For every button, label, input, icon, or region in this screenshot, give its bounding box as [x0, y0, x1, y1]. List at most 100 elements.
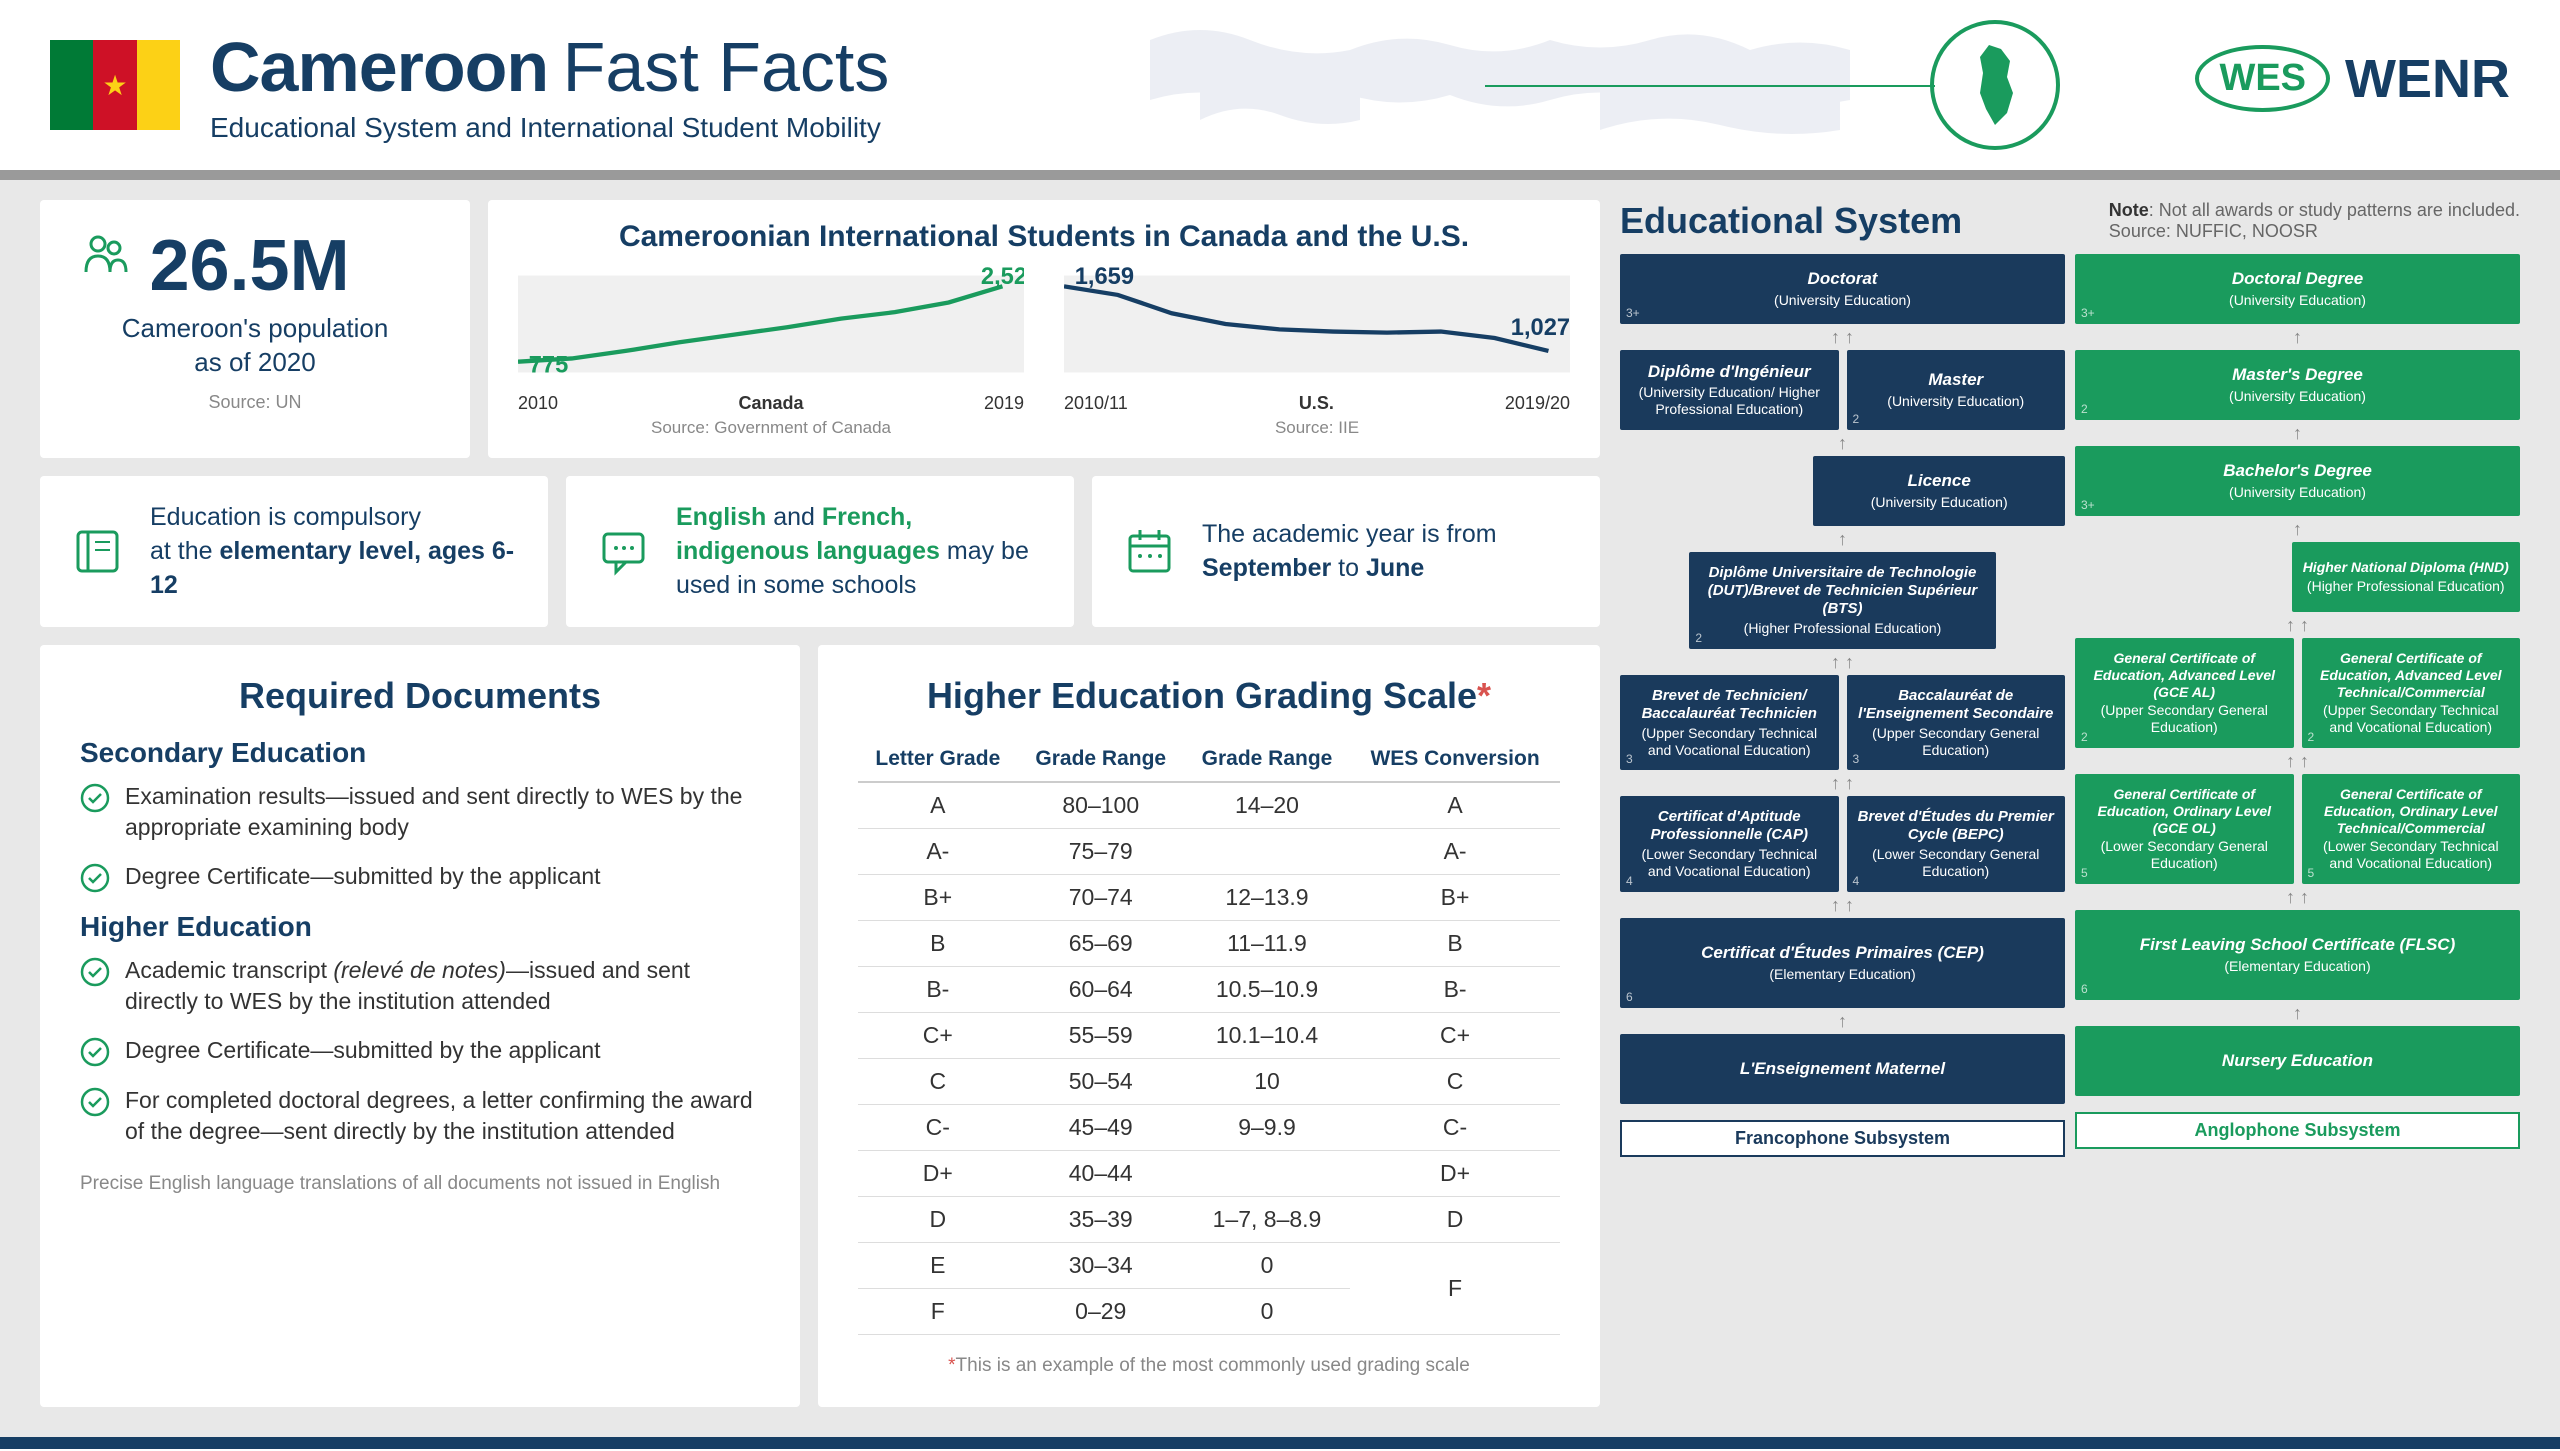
table-row: C-45–499–9.9C-	[858, 1105, 1560, 1151]
fact-academic-year: The academic year is from September to J…	[1092, 476, 1600, 627]
table-row: B-60–6410.5–10.9B-	[858, 967, 1560, 1013]
edu-box: Baccalauréat de l'Enseignement Secondair…	[1847, 675, 2066, 771]
canada-source: Source: Government of Canada	[518, 418, 1024, 438]
table-row: A80–10014–20A	[858, 782, 1560, 829]
edu-box: Master's Degree(University Education)2	[2075, 350, 2520, 420]
check-icon	[80, 1037, 110, 1067]
grading-table: Letter Grade Grade Range Grade Range WES…	[858, 737, 1560, 1335]
world-map-decoration	[1100, 0, 2000, 160]
check-icon	[80, 783, 110, 813]
table-row: D35–391–7, 8–8.9D	[858, 1197, 1560, 1243]
check-icon	[80, 1087, 110, 1117]
anglophone-column: Doctoral Degree(University Education)3+ …	[2075, 254, 2520, 1157]
edu-box: Master(University Education)2	[1847, 350, 2066, 430]
facts-row: Education is compulsory at the elementar…	[40, 476, 1600, 627]
canada-x-start: 2010	[518, 393, 558, 414]
doc-item: Degree Certificate—submitted by the appl…	[80, 1035, 760, 1067]
us-source: Source: IIE	[1064, 418, 1570, 438]
table-row: C+55–5910.1–10.4C+	[858, 1013, 1560, 1059]
grading-footnote: *This is an example of the most commonly…	[858, 1355, 1560, 1377]
infographic-page: ★ Cameroon Fast Facts Educational System…	[0, 0, 2560, 1449]
fact2-text: English and French, indigenous languages…	[676, 501, 1044, 602]
charts-card: Cameroonian International Students in Ca…	[488, 200, 1600, 458]
wenr-logo: WENR	[2345, 48, 2510, 110]
edu-box: Higher National Diploma (HND)(Higher Pro…	[2292, 542, 2521, 612]
edu-box: Brevet d'Études du Premier Cycle (BEPC)(…	[1847, 796, 2066, 892]
canada-chart: 775 2,525 2010 Canada 2019 Source: Gover…	[518, 264, 1024, 438]
edu-box: Diplôme d'Ingénieur(University Education…	[1620, 350, 1839, 430]
charts-title: Cameroonian International Students in Ca…	[518, 220, 1570, 254]
francophone-column: Doctorat(University Education)3+ ↑ ↑ Dip…	[1620, 254, 2065, 1157]
fact3-text: The academic year is from September to J…	[1202, 518, 1570, 586]
speech-icon	[596, 524, 651, 579]
edu-box: Diplôme Universitaire de Technologie (DU…	[1689, 552, 1995, 649]
table-row: A-75–79A-	[858, 829, 1560, 875]
edu-box: Bachelor's Degree(University Education)3…	[2075, 446, 2520, 516]
edu-box: Doctorat(University Education)3+	[1620, 254, 2065, 324]
table-row: C50–5410C	[858, 1059, 1560, 1105]
flag-star-icon: ★	[102, 69, 127, 102]
table-row: B+70–7412–13.9B+	[858, 875, 1560, 921]
calendar-icon	[1122, 524, 1177, 579]
svg-text:1,027: 1,027	[1511, 315, 1570, 341]
edu-box: General Certificate of Education, Ordina…	[2302, 774, 2521, 884]
header: ★ Cameroon Fast Facts Educational System…	[0, 0, 2560, 170]
main-content: 26.5M Cameroon's populationas of 2020 So…	[0, 180, 2560, 1437]
svg-text:1,659: 1,659	[1075, 264, 1134, 290]
footer-bar	[0, 1437, 2560, 1449]
grading-col1: Letter Grade	[858, 737, 1018, 782]
bottom-row: Required Documents Secondary Education E…	[40, 645, 1600, 1407]
population-card: 26.5M Cameroon's populationas of 2020 So…	[40, 200, 470, 458]
table-row: B65–6911–11.9B	[858, 921, 1560, 967]
secondary-ed-heading: Secondary Education	[80, 737, 760, 769]
people-icon	[80, 230, 130, 280]
edu-box: Brevet de Technicien/ Baccalauréat Techn…	[1620, 675, 1839, 771]
fact-languages: English and French, indigenous languages…	[566, 476, 1074, 627]
edu-box: Doctoral Degree(University Education)3+	[2075, 254, 2520, 324]
docs-title: Required Documents	[80, 675, 760, 717]
fact-compulsory: Education is compulsory at the elementar…	[40, 476, 548, 627]
svg-text:2,525: 2,525	[981, 264, 1024, 290]
anglo-label: Anglophone Subsystem	[2075, 1112, 2520, 1149]
cameroon-flag: ★	[50, 40, 180, 130]
edu-box: General Certificate of Education, Ordina…	[2075, 774, 2294, 884]
logo-block: WES WENR	[2195, 45, 2510, 112]
page-title: Cameroon	[210, 28, 548, 106]
fact1-text: Education is compulsory at the elementar…	[150, 501, 518, 602]
population-value: 26.5M	[149, 230, 349, 302]
doc-item: Examination results—issued and sent dire…	[80, 781, 760, 843]
table-row: E30–340F	[858, 1243, 1560, 1289]
higher-ed-heading: Higher Education	[80, 911, 760, 943]
table-row: D+40–44D+	[858, 1151, 1560, 1197]
edu-box: L'Enseignement Maternel	[1620, 1034, 2065, 1104]
page-subtitle: Fast Facts	[563, 28, 890, 106]
edu-box: Certificat d'Aptitude Professionnelle (C…	[1620, 796, 1839, 892]
edu-note: Note: Not all awards or study patterns a…	[2109, 200, 2520, 242]
us-x-start: 2010/11	[1064, 393, 1128, 414]
country-globe-icon	[1930, 20, 2060, 150]
grading-col3: Grade Range	[1184, 737, 1350, 782]
doc-item: For completed doctoral degrees, a letter…	[80, 1085, 760, 1147]
map-connector-line	[1485, 85, 1935, 87]
educational-system: Educational System Note: Not all awards …	[1620, 200, 2520, 1407]
canada-start-value: 775	[529, 352, 569, 378]
check-icon	[80, 957, 110, 987]
franco-label: Francophone Subsystem	[1620, 1120, 2065, 1157]
edu-box: General Certificate of Education, Advanc…	[2075, 638, 2294, 748]
wes-logo: WES	[2195, 45, 2330, 112]
edu-box: First Leaving School Certificate (FLSC)(…	[2075, 910, 2520, 1000]
header-divider	[0, 170, 2560, 180]
grading-col2: Grade Range	[1018, 737, 1184, 782]
edu-box: Certificat d'Études Primaires (CEP)(Elem…	[1620, 918, 2065, 1008]
us-x-end: 2019/20	[1505, 393, 1570, 414]
edu-box: Licence(University Education)	[1813, 456, 2065, 526]
population-source: Source: UN	[80, 392, 430, 413]
edu-box: Nursery Education	[2075, 1026, 2520, 1096]
canada-label: Canada	[738, 393, 803, 414]
book-icon	[70, 524, 125, 579]
docs-footnote: Precise English language translations of…	[80, 1173, 760, 1195]
canada-x-end: 2019	[984, 393, 1024, 414]
stats-row: 26.5M Cameroon's populationas of 2020 So…	[40, 200, 1600, 458]
check-icon	[80, 863, 110, 893]
doc-item: Degree Certificate—submitted by the appl…	[80, 861, 760, 893]
